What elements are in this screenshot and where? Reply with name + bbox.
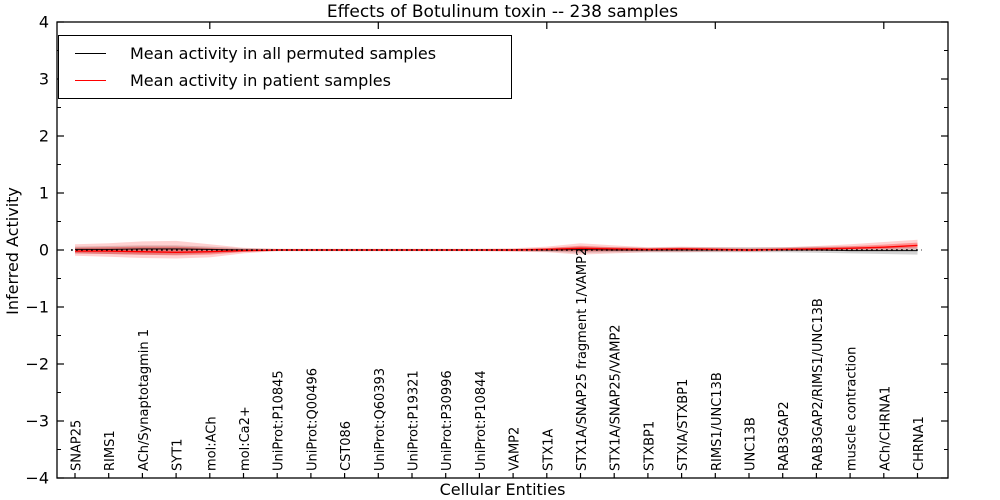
x-tick-label: SNAP25 (70, 420, 85, 471)
x-tick-label: UniProt:Q00496 (305, 368, 320, 471)
x-tick-label: UniProt:P19321 (407, 370, 422, 471)
x-tick-label: STX1A/SNAP25/VAMP2 (609, 324, 624, 471)
x-tick-label: RAB3GAP2/RIMS1/UNC13B (811, 298, 826, 471)
patient-std-band (75, 239, 918, 259)
legend: Mean activity in all permuted samples Me… (58, 35, 512, 99)
legend-entry-permuted: Mean activity in all permuted samples (75, 41, 511, 67)
patient-std-band-inner (75, 242, 918, 256)
chart-title: Effects of Botulinum toxin -- 238 sample… (326, 2, 679, 22)
x-tick-label: STXIA/STXBP1 (676, 379, 691, 471)
x-tick-label: RAB3GAP2 (777, 401, 792, 471)
y-tick-label: 0 (39, 241, 49, 260)
y-tick-label: 4 (39, 13, 49, 32)
x-tick-label: STXBP1 (642, 421, 657, 471)
x-tick-label: UNC13B (744, 417, 759, 471)
x-tick-label: ACh/CHRNA1 (878, 386, 893, 471)
x-tick-label: VAMP2 (508, 427, 523, 471)
y-tick-label: −2 (25, 355, 49, 374)
y-tick-label: 2 (39, 127, 49, 146)
y-tick-label: −4 (25, 469, 49, 488)
x-tick-label: RIMS1/UNC13B (710, 372, 725, 471)
x-tick-label: muscle contraction (845, 347, 860, 471)
x-tick-label: UniProt:Q60393 (373, 368, 388, 471)
legend-line-patient-icon (75, 80, 106, 81)
y-tick-label: −1 (25, 298, 49, 317)
x-tick-label: SYT1 (171, 439, 186, 471)
x-tick-label: RIMS1 (103, 430, 118, 471)
legend-line-permuted-icon (75, 53, 106, 54)
y-tick-label: 1 (39, 184, 49, 203)
y-tick-label: −3 (25, 412, 49, 431)
x-tick-label: STX1A (541, 429, 556, 471)
x-axis-label: Cellular Entities (439, 480, 566, 499)
legend-label-permuted: Mean activity in all permuted samples (130, 44, 437, 63)
x-tick-label: mol:Ca2+ (238, 406, 253, 471)
legend-entry-patient: Mean activity in patient samples (75, 68, 511, 94)
legend-label-patient: Mean activity in patient samples (130, 71, 391, 90)
x-tick-label: mol:ACh (204, 416, 219, 471)
x-tick-label: UniProt:P10845 (272, 370, 287, 471)
x-tick-label: UniProt:P30996 (440, 370, 455, 471)
x-tick-label: ACh/Synaptotagmin 1 (137, 329, 152, 471)
x-tick-label: CST086 (339, 421, 354, 471)
x-tick-label: STX1A/SNAP25 fragment 1/VAMP2 (575, 248, 590, 471)
y-tick-label: 3 (39, 70, 49, 89)
x-tick-label: UniProt:P10844 (474, 370, 489, 471)
x-tick-label: CHRNA1 (912, 416, 927, 471)
